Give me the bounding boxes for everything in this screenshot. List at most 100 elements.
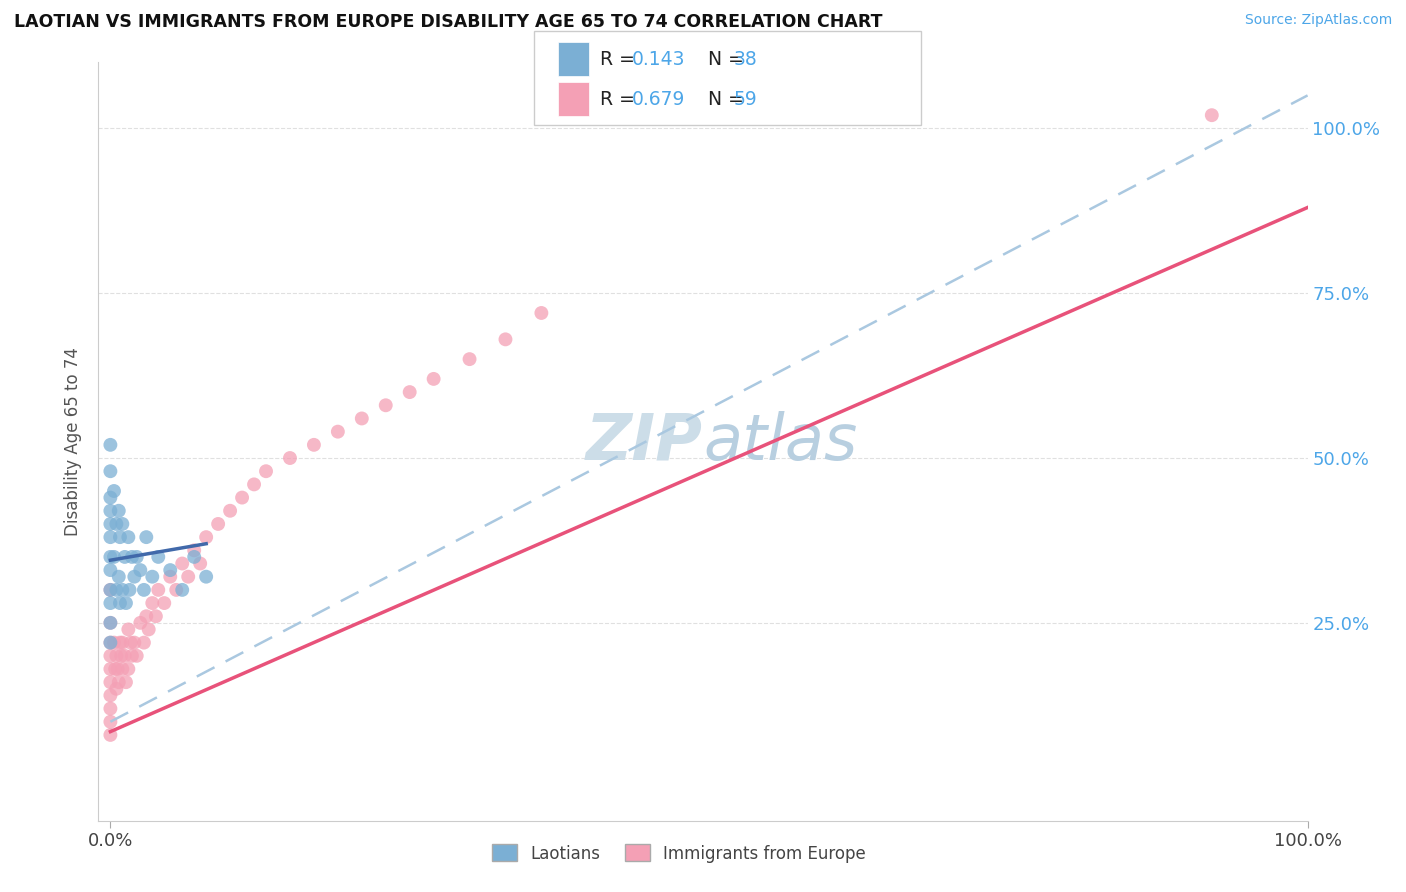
Point: [107, 675, 129, 690]
Point: [125, 549, 148, 564]
Point: [100, 530, 122, 544]
Point: [132, 635, 155, 649]
Point: [120, 635, 142, 649]
Point: [100, 438, 122, 452]
Y-axis label: Disability Age 65 to 74: Disability Age 65 to 74: [65, 347, 83, 536]
Point: [1201, 108, 1223, 122]
Point: [111, 516, 134, 531]
Point: [121, 549, 143, 564]
Point: [117, 623, 139, 637]
Point: [115, 675, 138, 690]
Point: [108, 596, 131, 610]
Point: [105, 681, 128, 696]
Text: N =: N =: [696, 90, 749, 109]
Point: [114, 549, 136, 564]
Text: 0.679: 0.679: [631, 90, 685, 109]
Point: [100, 615, 122, 630]
Point: [100, 563, 122, 577]
Point: [100, 615, 122, 630]
Point: [100, 582, 122, 597]
Point: [159, 563, 181, 577]
Point: [108, 530, 131, 544]
Point: [172, 582, 194, 597]
Legend: Laotians, Immigrants from Europe: Laotians, Immigrants from Europe: [485, 838, 873, 869]
Point: [114, 648, 136, 663]
Point: [350, 411, 373, 425]
Point: [118, 582, 141, 597]
Point: [254, 464, 277, 478]
Point: [153, 596, 176, 610]
Point: [159, 570, 181, 584]
Point: [100, 516, 122, 531]
Point: [125, 648, 148, 663]
Point: [100, 662, 122, 676]
Point: [100, 491, 122, 505]
Point: [530, 306, 553, 320]
Point: [177, 570, 200, 584]
Point: [458, 352, 481, 367]
Point: [100, 648, 122, 663]
Text: 38: 38: [734, 50, 758, 69]
Point: [132, 582, 155, 597]
Text: LAOTIAN VS IMMIGRANTS FROM EUROPE DISABILITY AGE 65 TO 74 CORRELATION CHART: LAOTIAN VS IMMIGRANTS FROM EUROPE DISABI…: [14, 13, 883, 31]
Point: [141, 570, 163, 584]
Point: [243, 477, 266, 491]
Point: [117, 662, 139, 676]
Point: [278, 450, 301, 465]
Text: N =: N =: [696, 50, 749, 69]
Point: [104, 662, 127, 676]
Point: [124, 635, 146, 649]
Point: [111, 582, 134, 597]
Text: 59: 59: [734, 90, 758, 109]
Point: [422, 372, 444, 386]
Point: [100, 675, 122, 690]
Point: [135, 609, 157, 624]
Point: [129, 615, 152, 630]
Point: [111, 662, 134, 676]
Point: [111, 635, 134, 649]
Point: [188, 557, 211, 571]
Point: [145, 609, 167, 624]
Point: [103, 635, 125, 649]
Point: [135, 530, 157, 544]
Point: [183, 549, 205, 564]
Point: [231, 491, 253, 505]
Point: [100, 596, 122, 610]
Point: [117, 530, 139, 544]
Point: [100, 504, 122, 518]
Point: [183, 543, 205, 558]
Point: [374, 398, 396, 412]
Point: [110, 648, 132, 663]
Point: [138, 623, 160, 637]
Point: [100, 549, 122, 564]
Point: [100, 582, 122, 597]
Point: [105, 648, 128, 663]
Point: [195, 570, 218, 584]
Point: [207, 516, 229, 531]
Text: R =: R =: [600, 90, 641, 109]
Point: [100, 464, 122, 478]
Point: [326, 425, 349, 439]
Point: [105, 582, 128, 597]
Point: [141, 596, 163, 610]
Point: [398, 385, 420, 400]
Text: ZIP: ZIP: [586, 410, 703, 473]
Point: [100, 701, 122, 715]
Point: [100, 728, 122, 742]
Text: 0.143: 0.143: [631, 50, 685, 69]
Point: [124, 570, 146, 584]
Point: [172, 557, 194, 571]
Point: [100, 714, 122, 729]
Text: R =: R =: [600, 50, 641, 69]
Point: [302, 438, 325, 452]
Point: [121, 648, 143, 663]
Point: [495, 332, 517, 346]
Point: [103, 483, 125, 498]
Point: [115, 596, 138, 610]
Point: [105, 516, 128, 531]
Point: [100, 689, 122, 703]
Point: [100, 635, 122, 649]
Point: [195, 530, 218, 544]
Point: [107, 504, 129, 518]
Point: [148, 582, 170, 597]
